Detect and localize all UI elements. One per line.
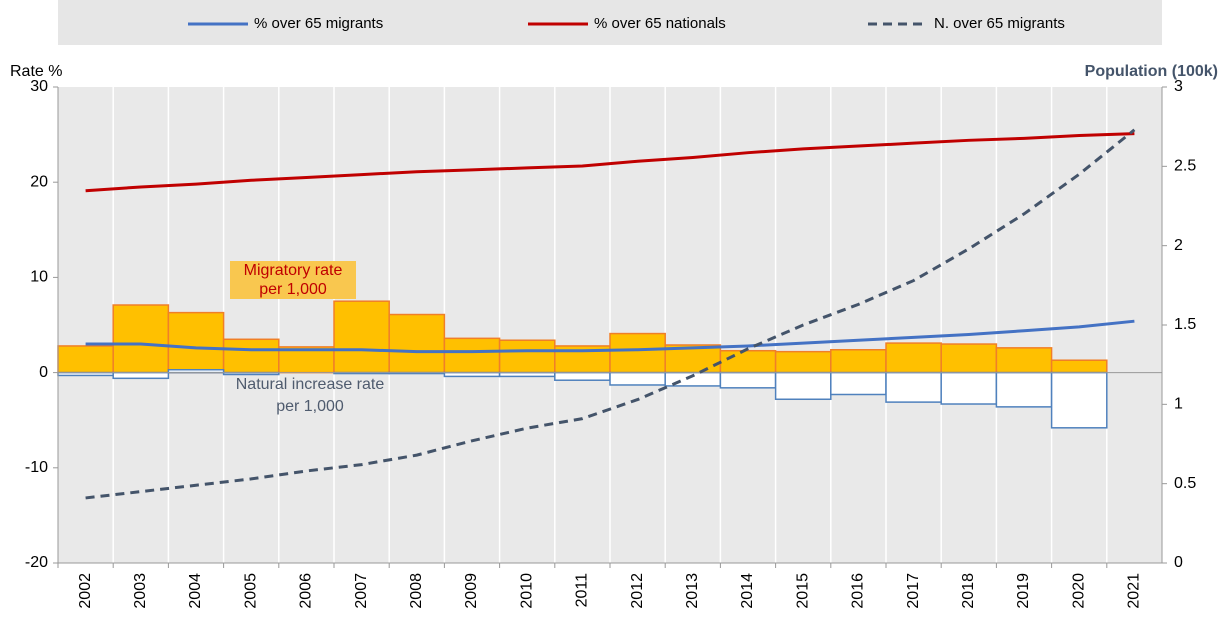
bar (333, 300, 390, 374)
legend-label: % over 65 nationals (594, 15, 726, 32)
annotation: per 1,000 (276, 398, 344, 415)
y2-tick-label: 0.5 (1174, 475, 1196, 492)
x-tick-label: 2010 (518, 573, 535, 609)
y2-tick-label: 1.5 (1174, 316, 1196, 333)
annotation: per 1,000 (259, 281, 327, 298)
annotation: Natural increase rate (236, 376, 385, 393)
bar (1050, 371, 1108, 429)
bar (609, 371, 666, 386)
bar (554, 371, 611, 381)
y2-tick-label: 0 (1174, 554, 1183, 571)
y-tick-label: 20 (30, 173, 48, 190)
y-tick-label: 0 (39, 364, 48, 381)
x-tick-label: 2013 (684, 573, 701, 609)
x-tick-label: 2018 (960, 573, 977, 609)
bar (443, 337, 501, 374)
bar (1050, 359, 1108, 374)
annotation-background (230, 261, 356, 299)
bar (222, 338, 280, 374)
legend-label: N. over 65 migrants (934, 15, 1065, 32)
x-tick-label: 2004 (187, 573, 204, 609)
bar (609, 332, 666, 374)
bar (885, 371, 942, 403)
annotation: Migratory rate (244, 262, 343, 279)
line-series (85, 319, 1135, 354)
bar (112, 371, 170, 380)
x-tick-label: 2005 (242, 573, 259, 609)
bar (388, 313, 446, 374)
bar (719, 371, 777, 389)
y-tick-label: -10 (25, 459, 48, 476)
bar (498, 371, 556, 378)
bar (885, 342, 942, 374)
bar (774, 350, 832, 374)
bar (774, 371, 832, 401)
y2-tick-label: 2 (1174, 237, 1183, 254)
x-tick-label: 2011 (574, 573, 591, 608)
x-tick-label: 2012 (629, 573, 646, 609)
bar (443, 371, 501, 378)
bar (498, 339, 556, 374)
x-tick-label: 2015 (794, 573, 811, 609)
y-tick-label: -20 (25, 554, 48, 571)
bar (112, 304, 170, 374)
bar (830, 349, 887, 374)
x-tick-label: 2020 (1070, 573, 1087, 609)
bar (995, 347, 1053, 374)
x-tick-label: 2019 (1015, 573, 1032, 609)
bar (830, 371, 887, 396)
bar (167, 311, 225, 374)
y2-tick-label: 1 (1174, 396, 1183, 413)
x-tick-label: 2006 (298, 573, 315, 609)
bar (940, 371, 998, 405)
bar (995, 371, 1053, 408)
x-tick-label: 2002 (77, 573, 94, 609)
bar (719, 349, 777, 374)
y-tick-label: 30 (30, 78, 48, 95)
line-series (85, 132, 1135, 193)
x-tick-label: 2016 (850, 573, 867, 609)
x-tick-label: 2007 (353, 573, 370, 609)
x-tick-label: 2017 (905, 573, 922, 609)
legend-label: % over 65 migrants (254, 15, 383, 32)
bar (57, 345, 114, 374)
x-tick-label: 2009 (463, 573, 480, 609)
y-tick-label: 10 (30, 269, 48, 286)
y2-tick-label: 3 (1174, 78, 1183, 95)
y2-tick-label: 2.5 (1174, 158, 1196, 175)
x-tick-label: 2021 (1126, 573, 1143, 609)
y-axis-title: Rate % (10, 63, 62, 80)
bar (940, 343, 998, 374)
x-tick-label: 2014 (739, 573, 756, 609)
line-series (85, 128, 1136, 500)
x-tick-label: 2003 (132, 573, 149, 609)
y2-axis-title: Population (100k) (1085, 63, 1218, 80)
x-tick-label: 2008 (408, 573, 425, 609)
